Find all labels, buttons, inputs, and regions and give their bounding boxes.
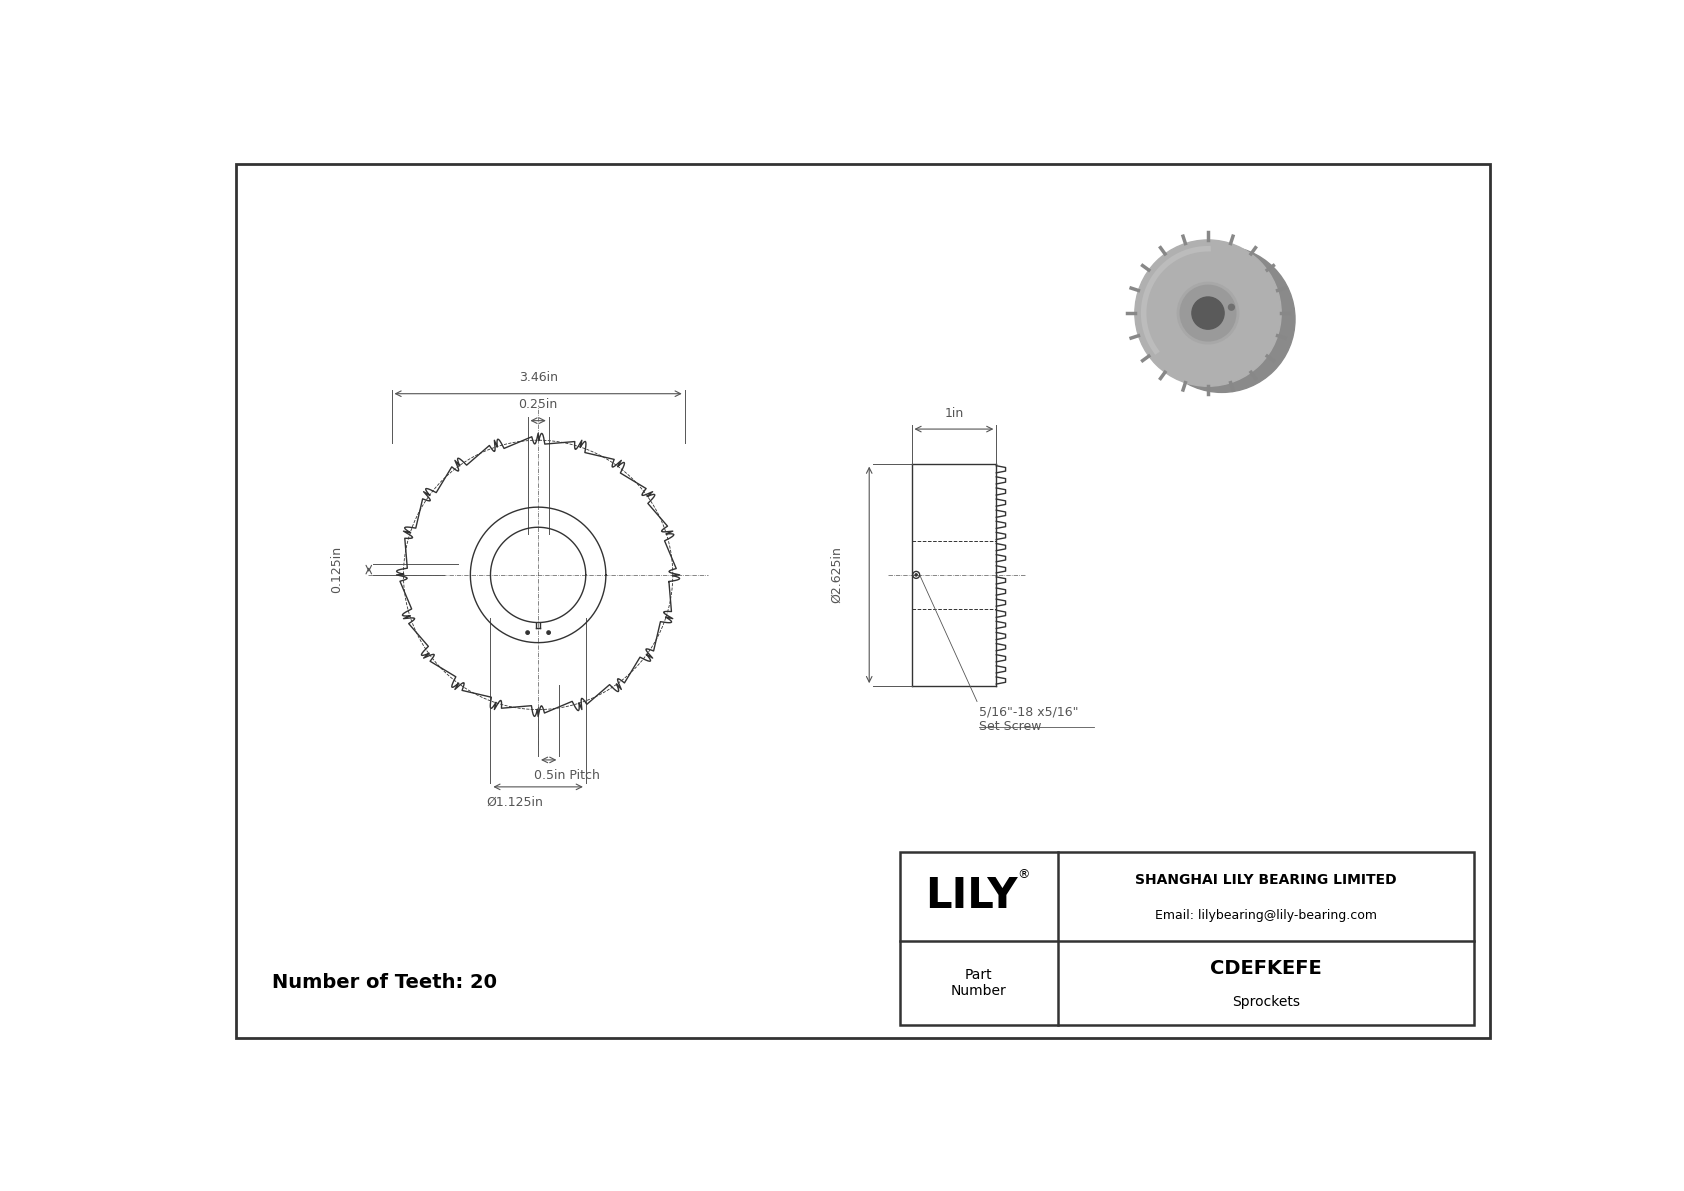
Bar (899, 852, 1474, 1025)
Text: 0.125in: 0.125in (330, 545, 344, 593)
Text: Number of Teeth: 20: Number of Teeth: 20 (273, 973, 497, 992)
Circle shape (1192, 297, 1224, 329)
Circle shape (1148, 247, 1295, 392)
Text: LILY: LILY (925, 875, 1017, 917)
Text: Part
Number: Part Number (951, 968, 1007, 998)
Circle shape (1135, 239, 1282, 386)
Text: SHANGHAI LILY BEARING LIMITED: SHANGHAI LILY BEARING LIMITED (1135, 873, 1396, 887)
Text: CDEFKEFE: CDEFKEFE (1209, 959, 1322, 978)
Text: Ø1.125in: Ø1.125in (487, 796, 544, 809)
Text: Ø2.625in: Ø2.625in (830, 547, 844, 604)
Circle shape (1229, 305, 1234, 310)
Text: ®: ® (1017, 868, 1031, 881)
Circle shape (547, 631, 551, 635)
Text: 0.5in Pitch: 0.5in Pitch (534, 769, 600, 782)
Text: 3.46in: 3.46in (519, 372, 557, 385)
Text: 0.25in: 0.25in (519, 399, 557, 411)
Text: 1in: 1in (945, 407, 963, 420)
Text: Email: lilybearing@lily-bearing.com: Email: lilybearing@lily-bearing.com (1155, 910, 1378, 922)
Text: Sprockets: Sprockets (1231, 996, 1300, 1010)
Text: 5/16"-18 x5/16"
Set Screw: 5/16"-18 x5/16" Set Screw (978, 705, 1078, 734)
Circle shape (1177, 282, 1239, 344)
Circle shape (525, 631, 529, 635)
Circle shape (1180, 286, 1236, 341)
Circle shape (914, 574, 918, 576)
